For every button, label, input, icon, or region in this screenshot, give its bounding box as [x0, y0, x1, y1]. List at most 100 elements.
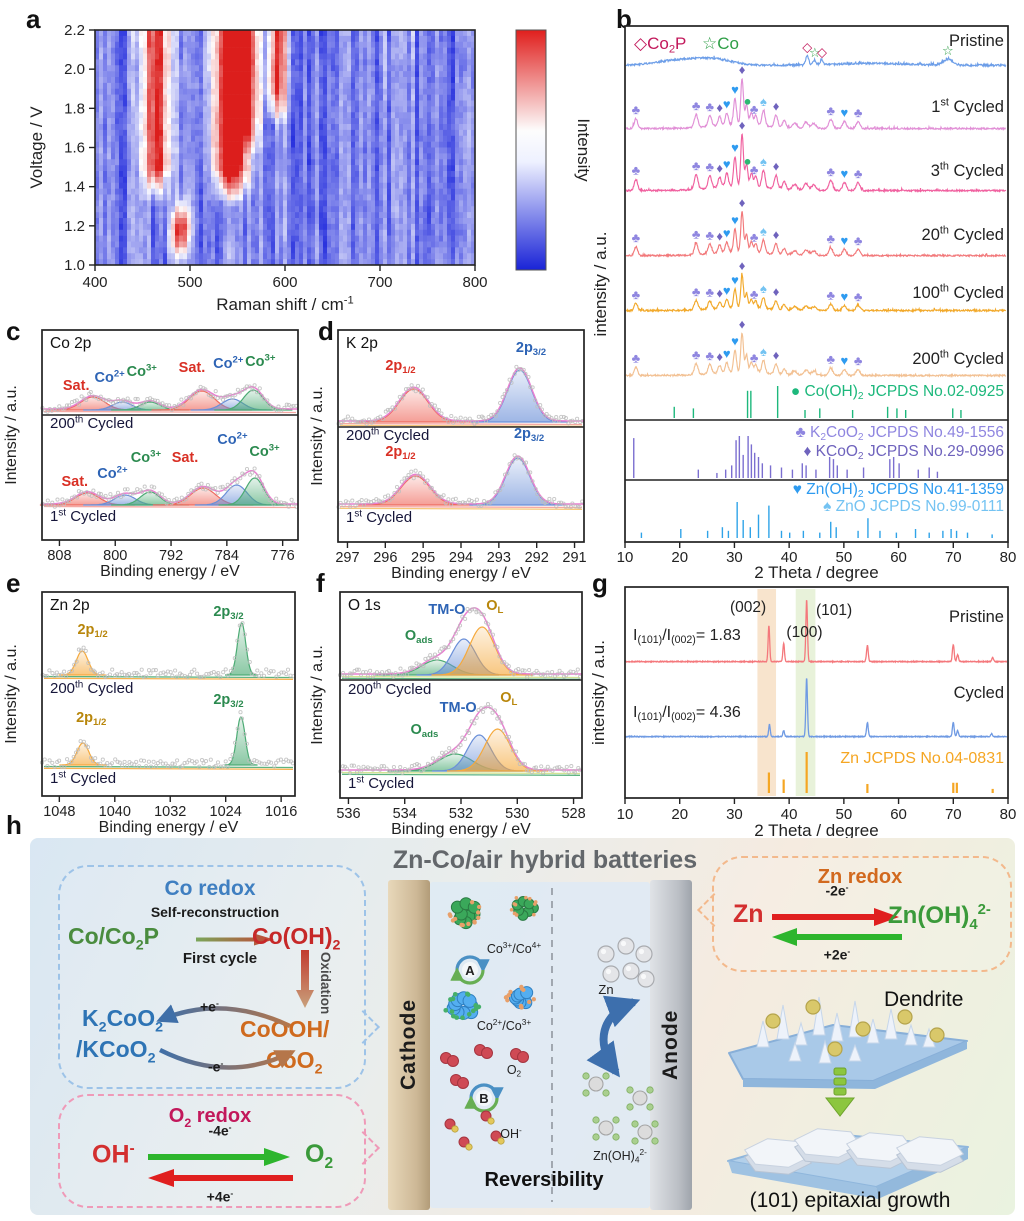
svg-text:♣: ♣ [632, 102, 641, 117]
svg-text:200th Cycled: 200th Cycled [348, 680, 431, 698]
svg-text:☆: ☆ [942, 43, 954, 58]
svg-text:◇: ◇ [802, 40, 812, 55]
svg-text:Oads: Oads [405, 628, 433, 646]
svg-text:296: 296 [373, 550, 397, 566]
svg-text:1.0: 1.0 [64, 257, 85, 274]
svg-text:♦ KCoO2 JCPDS No.29-0996: ♦ KCoO2 JCPDS No.29-0996 [803, 443, 1004, 462]
svg-text:500: 500 [177, 274, 202, 291]
svg-text:10: 10 [617, 549, 634, 566]
panel-label-f: f [316, 568, 325, 598]
panel-label-d: d [318, 316, 334, 346]
svg-text:Co3+: Co3+ [249, 443, 280, 461]
svg-text:♦: ♦ [716, 100, 723, 115]
svg-text:200th Cycled: 200th Cycled [346, 426, 429, 444]
svg-text:☆Co: ☆Co [702, 34, 739, 53]
svg-text:292: 292 [525, 550, 549, 566]
epitaxial-slab-illustration [727, 1128, 969, 1199]
svg-text:792: 792 [159, 548, 183, 564]
svg-text:Co2+: Co2+ [97, 465, 128, 483]
svg-text:♦: ♦ [739, 62, 746, 77]
svg-text:400: 400 [82, 274, 107, 291]
svg-text:Binding energy / eV: Binding energy / eV [100, 563, 240, 580]
svg-text:◇: ◇ [817, 45, 827, 60]
svg-text:♥: ♥ [731, 272, 739, 287]
svg-text:OL: OL [486, 598, 503, 616]
svg-text:70: 70 [945, 549, 962, 566]
svg-text:♥: ♥ [731, 82, 739, 97]
epitaxial-growth-label: (101) epitaxial growth [749, 1189, 951, 1212]
svg-text:♣: ♣ [706, 348, 715, 363]
svg-text:3th Cycled: 3th Cycled [931, 161, 1004, 180]
svg-text:♣: ♣ [706, 159, 715, 174]
svg-text:♣: ♣ [854, 289, 863, 304]
svg-text:200th Cycled: 200th Cycled [50, 679, 133, 697]
svg-text:♦: ♦ [773, 98, 780, 113]
svg-text:♣: ♣ [692, 227, 701, 242]
svg-text:1st Cycled: 1st Cycled [346, 508, 412, 526]
svg-text:●: ● [744, 94, 752, 109]
svg-text:Sat.: Sat. [179, 360, 206, 376]
svg-text:1048: 1048 [43, 804, 75, 820]
svg-text:Sat.: Sat. [172, 450, 199, 466]
k2coo2-label: K2CoO2 [82, 1005, 164, 1036]
svg-text:2.2: 2.2 [64, 22, 85, 39]
svg-text:20: 20 [671, 549, 688, 566]
panel-label-h: h [6, 810, 22, 840]
svg-text:1032: 1032 [154, 804, 186, 820]
svg-text:♣ K2CoO2 JCPDS No.49-1556: ♣ K2CoO2 JCPDS No.49-1556 [796, 424, 1004, 443]
co-co2p-label: Co/Co2P [68, 923, 159, 954]
znoh4-species-label: Zn(OH)42- [888, 902, 991, 933]
panel-label-g: g [592, 568, 608, 598]
svg-text:♠: ♠ [760, 281, 767, 296]
svg-text:♦: ♦ [716, 228, 723, 243]
svg-text:Co3+: Co3+ [245, 353, 276, 371]
svg-text:♣: ♣ [692, 158, 701, 173]
svg-text:Intensity / a.u.: Intensity / a.u. [309, 386, 326, 486]
svg-text:808: 808 [47, 548, 71, 564]
svg-text:♦: ♦ [739, 258, 746, 273]
svg-text:♥: ♥ [841, 166, 849, 181]
minus-e-label: -e- [208, 1058, 224, 1075]
plus-e-label: +e- [200, 998, 219, 1015]
panel-e-xps-zn2p: 2p1/2 2p3/2 200th Cycled 2p1/2 2p3/2 1st Cycl… [3, 591, 297, 836]
plus-2e-label: +2e- [823, 946, 851, 963]
svg-text:Sat.: Sat. [61, 474, 88, 490]
svg-text:♠ ZnO JCPDS No.99-0111: ♠ ZnO JCPDS No.99-0111 [823, 498, 1004, 515]
svg-text:♠: ♠ [760, 94, 767, 109]
svg-text:♠: ♠ [760, 344, 767, 359]
growth-arrow-icon [824, 1067, 856, 1117]
svg-text:1st Cycled: 1st Cycled [50, 507, 116, 525]
svg-text:♣: ♣ [692, 347, 701, 362]
panel-label-a: a [26, 4, 41, 34]
svg-text:♥: ♥ [723, 96, 731, 111]
svg-text:1.4: 1.4 [64, 179, 85, 196]
svg-text:700: 700 [367, 274, 392, 291]
svg-text:2p1/2: 2p1/2 [385, 358, 415, 376]
svg-text:♣: ♣ [826, 164, 835, 179]
svg-text:♠: ♠ [760, 223, 767, 238]
o2-redox-title: O2 redox [168, 1105, 252, 1130]
svg-text:♣: ♣ [692, 284, 701, 299]
svg-text:297: 297 [335, 550, 359, 566]
svg-text:♣: ♣ [706, 99, 715, 114]
svg-text:200th Cycled: 200th Cycled [912, 349, 1004, 368]
svg-text:2p3/2: 2p3/2 [516, 340, 546, 358]
svg-text:Pristine: Pristine [949, 32, 1004, 50]
svg-text:600: 600 [272, 274, 297, 291]
svg-text:2p1/2: 2p1/2 [385, 444, 415, 462]
oxidation-arrow [296, 950, 314, 1008]
svg-text:♣: ♣ [632, 230, 641, 245]
electron-cycle-arrows [156, 1004, 296, 1070]
svg-text:◇Co2P: ◇Co2P [634, 34, 686, 55]
svg-text:2p1/2: 2p1/2 [76, 710, 106, 728]
first-cycle-arrow [196, 933, 274, 946]
svg-text:Binding energy / eV: Binding energy / eV [99, 819, 239, 836]
svg-text:Co3+: Co3+ [127, 363, 158, 381]
svg-text:295: 295 [411, 550, 435, 566]
svg-text:♣: ♣ [854, 105, 863, 120]
panel-label-e: e [6, 568, 21, 598]
svg-text:Co2+: Co2+ [217, 431, 248, 449]
o2-species-label: O2 [305, 1140, 334, 1172]
dendrite-illustration [728, 996, 968, 1089]
